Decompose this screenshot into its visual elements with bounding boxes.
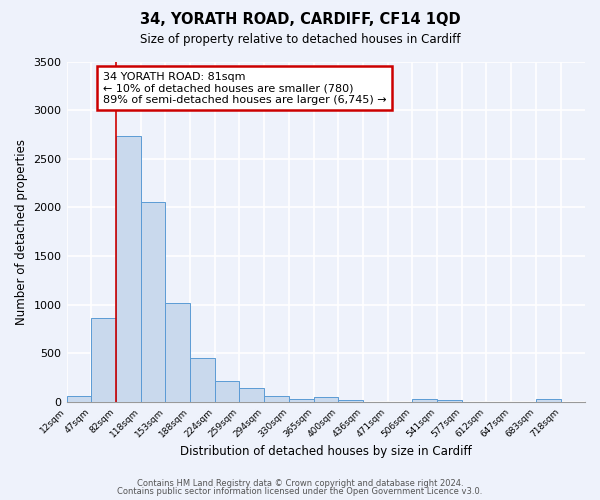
Text: Contains public sector information licensed under the Open Government Licence v3: Contains public sector information licen… <box>118 487 482 496</box>
Bar <box>67 396 91 402</box>
Text: 34, YORATH ROAD, CARDIFF, CF14 1QD: 34, YORATH ROAD, CARDIFF, CF14 1QD <box>140 12 460 28</box>
Bar <box>338 400 363 402</box>
Bar <box>239 388 264 402</box>
Bar <box>165 303 190 402</box>
Bar <box>141 202 165 402</box>
Bar <box>91 318 116 402</box>
Text: 34 YORATH ROAD: 81sqm
← 10% of detached houses are smaller (780)
89% of semi-det: 34 YORATH ROAD: 81sqm ← 10% of detached … <box>103 72 386 105</box>
Bar <box>437 400 462 402</box>
Bar <box>412 399 437 402</box>
Y-axis label: Number of detached properties: Number of detached properties <box>15 138 28 324</box>
Bar <box>190 358 215 402</box>
Bar <box>264 396 289 402</box>
X-axis label: Distribution of detached houses by size in Cardiff: Distribution of detached houses by size … <box>180 444 472 458</box>
Text: Contains HM Land Registry data © Crown copyright and database right 2024.: Contains HM Land Registry data © Crown c… <box>137 478 463 488</box>
Bar <box>536 399 560 402</box>
Bar <box>314 397 338 402</box>
Bar <box>215 381 239 402</box>
Bar <box>289 398 314 402</box>
Bar <box>116 136 141 402</box>
Text: Size of property relative to detached houses in Cardiff: Size of property relative to detached ho… <box>140 32 460 46</box>
